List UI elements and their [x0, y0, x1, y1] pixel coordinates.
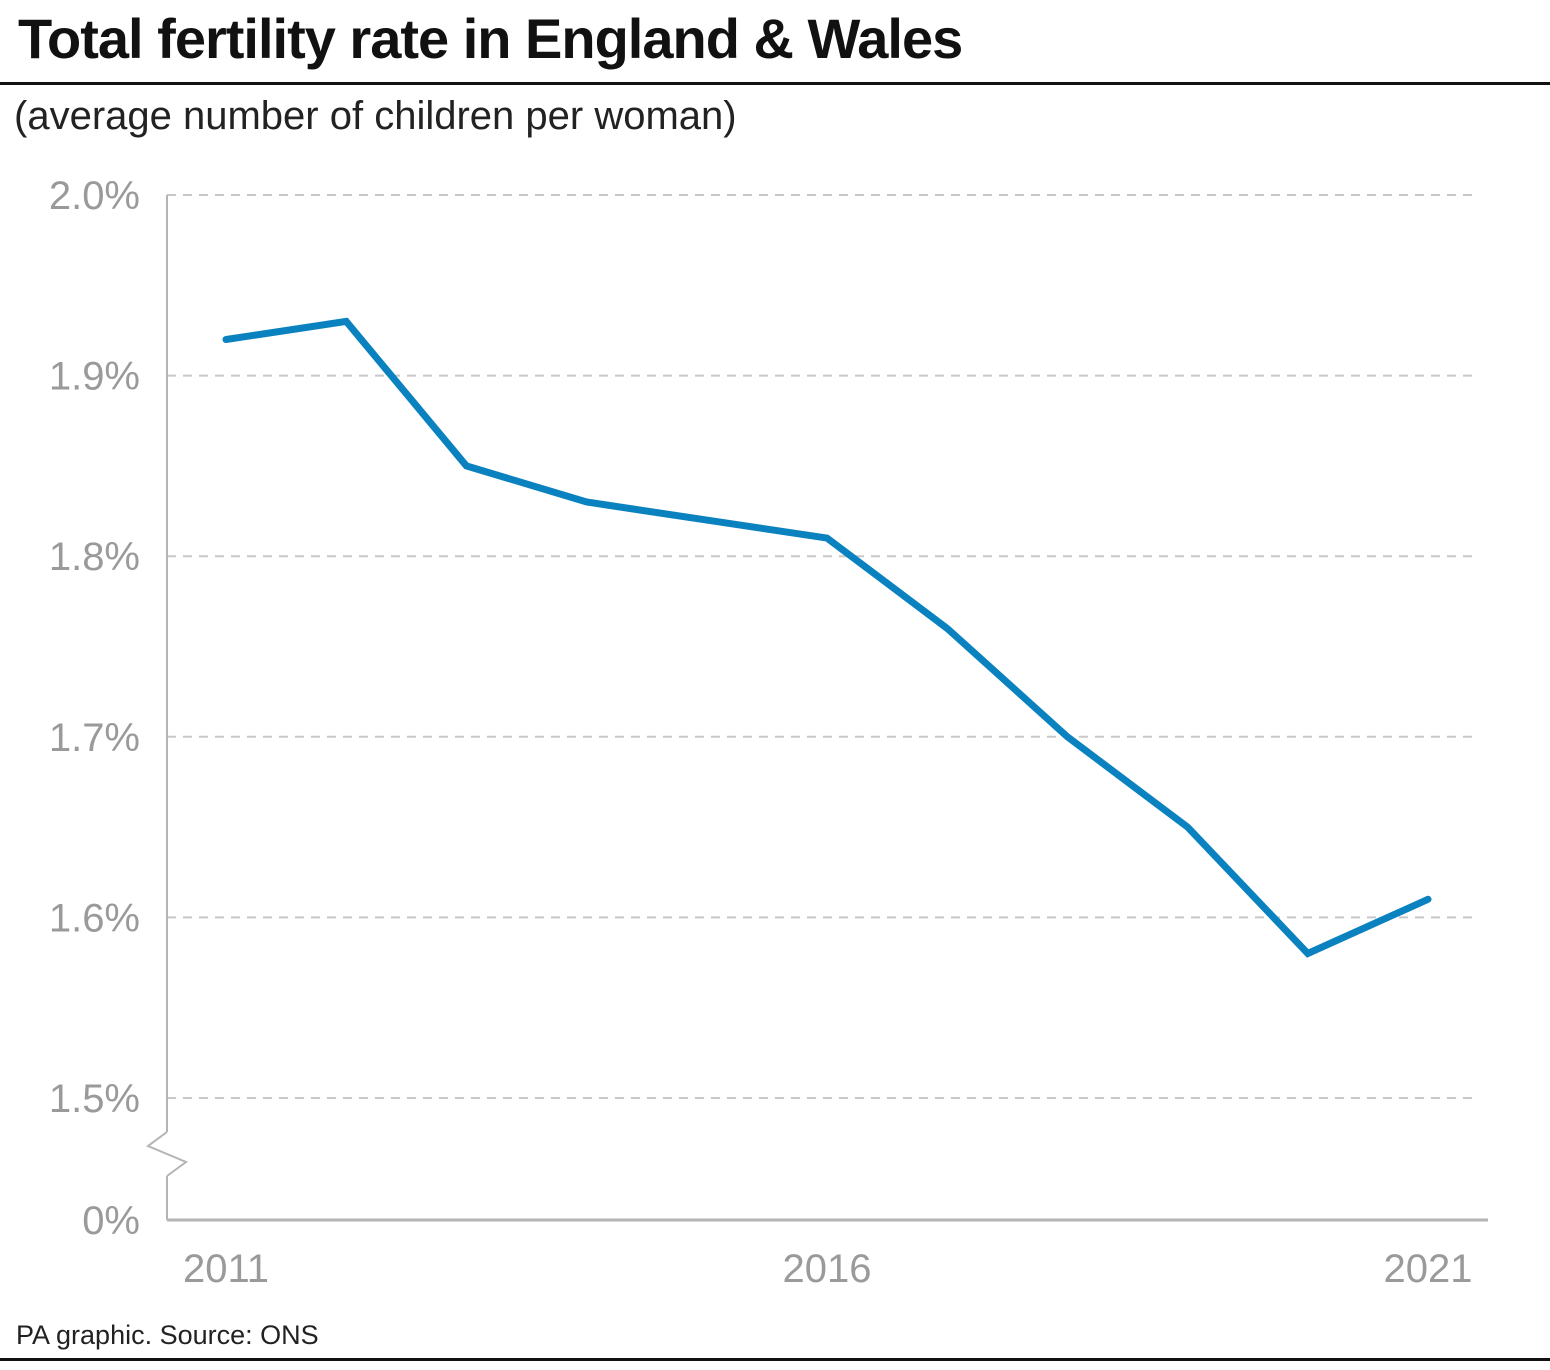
chart-subtitle: (average number of children per woman): [14, 94, 737, 138]
title-rule: [0, 82, 1550, 85]
y-tick-label: 1.9%: [49, 355, 140, 399]
y-tick-label: 2.0%: [49, 174, 140, 218]
y-tick-label: 1.8%: [49, 535, 140, 579]
y-tick-label: 1.6%: [49, 896, 140, 940]
source-note: PA graphic. Source: ONS: [16, 1320, 319, 1350]
footer-rule: [0, 1358, 1550, 1361]
axes: [145, 195, 1488, 1222]
x-tick-labels: 2011 2016 2021: [183, 1247, 1473, 1291]
x-tick-label: 2016: [783, 1247, 872, 1291]
y-tick-labels: 2.0% 1.9% 1.8% 1.7% 1.6% 1.5% 0%: [49, 174, 140, 1243]
series-line-0: [222, 317, 1432, 958]
chart-title: Total fertility rate in England & Wales: [18, 7, 963, 70]
y-tick-label-baseline: 0%: [82, 1199, 140, 1243]
gridlines: [167, 194, 1476, 1099]
y-tick-label: 1.7%: [49, 716, 140, 760]
x-tick-label: 2021: [1384, 1247, 1473, 1291]
y-tick-label: 1.5%: [49, 1077, 140, 1121]
series: [222, 317, 1432, 958]
x-tick-label: 2011: [183, 1247, 269, 1291]
axis-break-marker: [145, 1131, 189, 1177]
line-chart: 2.0% 1.9% 1.8% 1.7% 1.6% 1.5% 0% 2011 2016 2021: [49, 174, 1488, 1291]
